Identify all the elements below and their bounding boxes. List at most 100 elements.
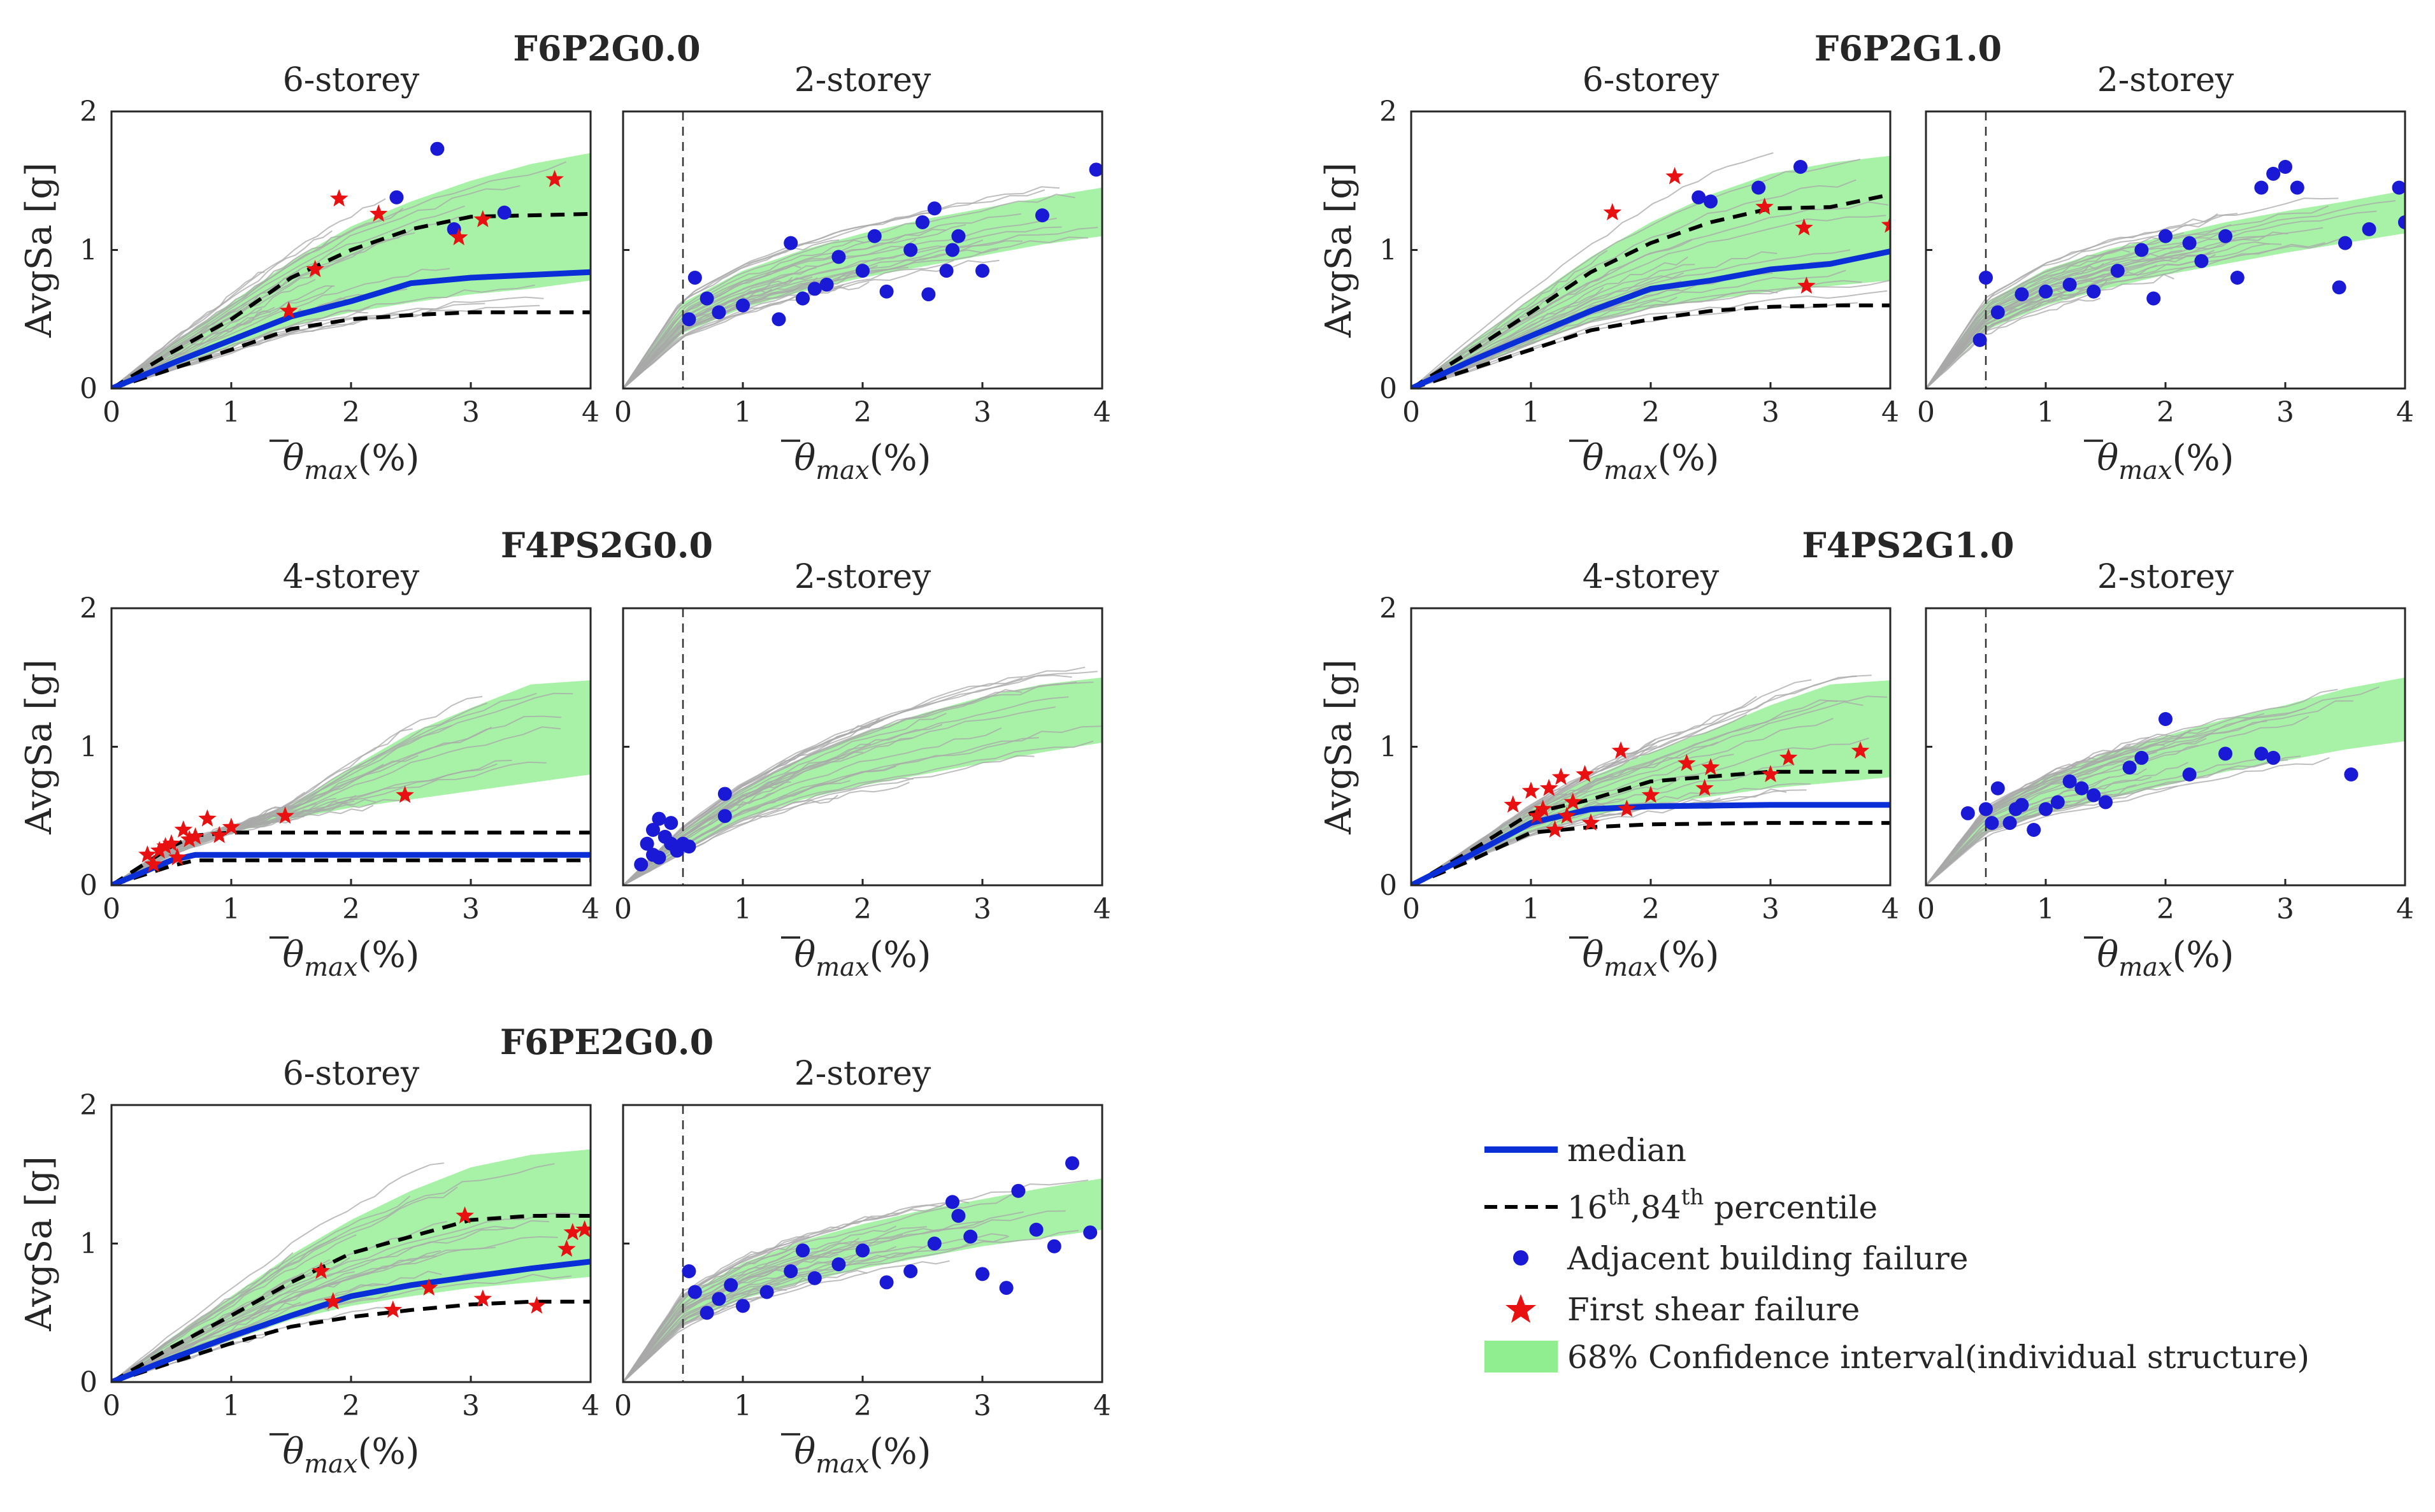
subplot-6-storey: 0 1 2 3 4 0 1 2 6-storey θmax(%) AvgSa [g]: [1318, 61, 1899, 485]
x-tick-label: 1: [734, 396, 752, 429]
adjacent-failure-point: [2344, 767, 2359, 781]
adjacent-failure-point: [1990, 781, 2005, 795]
shear-failure-point: [1576, 765, 1594, 783]
adjacent-failure-point: [2332, 280, 2346, 295]
subplot-6-storey: 0 1 2 3 4 0 1 2 6-storey θmax(%) AvgSa [g]: [18, 1055, 600, 1479]
y-tick-label: 2: [80, 592, 97, 625]
adjacent-failure-point: [2398, 215, 2405, 229]
x-tick-label: 0: [103, 396, 120, 429]
x-tick-label: 2: [854, 396, 872, 429]
shear-failure-point: [528, 1296, 546, 1314]
x-tick-label: 0: [614, 396, 632, 429]
adjacent-failure-point: [867, 229, 882, 243]
x-axis-label: θmax(%): [794, 1431, 931, 1479]
legend-adjacent-swatch: [1513, 1250, 1528, 1266]
adjacent-failure-point: [2266, 166, 2281, 181]
x-tick-label: 1: [222, 396, 240, 429]
adjacent-failure-point: [634, 857, 649, 872]
x-axis-label: θmax(%): [2097, 438, 2234, 485]
shear-failure-point: [1534, 799, 1553, 817]
confidence-band: [623, 677, 1102, 885]
shear-failure-point: [1551, 767, 1570, 785]
x-tick-label: 3: [462, 1390, 480, 1422]
shear-failure-point: [1563, 792, 1583, 810]
shear-failure-point: [1521, 781, 1541, 799]
adjacent-failure-point: [759, 1285, 774, 1299]
record-curves: [623, 186, 1098, 389]
legend-shear-label: First shear failure: [1567, 1291, 1860, 1328]
subplot-title: 2-storey: [794, 558, 931, 596]
subplot-title: 2-storey: [2097, 558, 2234, 596]
adjacent-failure-point: [664, 816, 679, 831]
x-tick-label: 3: [462, 893, 480, 925]
adjacent-failure-point: [2338, 236, 2352, 250]
shear-failure-point: [563, 1223, 582, 1241]
adjacent-failure-point: [879, 284, 894, 299]
shear-failure-point: [276, 806, 294, 824]
adjacent-failure-point: [2392, 180, 2405, 195]
subplot-2-storey: 0 1 2 3 4 2-storey θmax(%): [1917, 61, 2414, 485]
subplot-2-storey: 0 1 2 3 4 2-storey θmax(%): [614, 558, 1111, 982]
adjacent-failure-point: [1704, 194, 1718, 209]
adjacent-failure-point: [927, 201, 942, 216]
adjacent-failure-point: [903, 243, 918, 257]
shear-failure-point: [1641, 785, 1660, 803]
shear-failure-point: [180, 830, 199, 848]
adjacent-failure-point: [903, 1264, 918, 1278]
adjacent-failure-point: [975, 1267, 989, 1281]
percentile-84-line: [1411, 192, 1890, 389]
subplot-4-storey: 0 1 2 3 4 0 1 2 4-storey θmax(%) AvgSa [g]: [1318, 558, 1899, 982]
adjacent-failure-point: [2278, 160, 2292, 174]
shear-failure-point: [456, 1206, 474, 1224]
shear-failure-point: [575, 1220, 591, 1237]
x-tick-label: 4: [582, 396, 600, 429]
subplot-title: 2-storey: [794, 1055, 931, 1093]
percentile-84-line: [1411, 769, 1890, 885]
y-tick-label: 1: [80, 731, 97, 764]
adjacent-failure-point: [2134, 243, 2149, 257]
legend: median 16th,84th percentile Adjacent bui…: [1484, 1132, 2309, 1376]
adjacent-failure-point: [796, 291, 810, 306]
x-axis-label: θmax(%): [283, 1431, 420, 1479]
shear-failure-point: [1558, 806, 1576, 824]
shear-failure-point: [329, 189, 348, 207]
adjacent-failure-point: [796, 1243, 810, 1258]
adjacent-failure-point: [736, 1299, 750, 1313]
x-tick-label: 1: [2037, 893, 2055, 925]
y-axis-label: AvgSa [g]: [18, 1156, 60, 1332]
x-tick-label: 4: [582, 1390, 600, 1422]
shear-failure-point: [1618, 799, 1636, 817]
shear-failure-point: [449, 227, 468, 246]
legend-adjacent-label: Adjacent building failure: [1567, 1240, 1969, 1277]
x-tick-label: 3: [1762, 893, 1779, 925]
adjacent-failure-point: [2062, 774, 2077, 788]
y-tick-label: 0: [80, 869, 97, 902]
x-tick-label: 0: [614, 1390, 632, 1422]
subplot-4-storey: 0 1 2 3 4 0 1 2 4-storey θmax(%) AvgSa [g]: [18, 558, 600, 982]
legend-shear-swatch: [1505, 1294, 1536, 1323]
shear-failure-point: [545, 169, 564, 187]
adjacent-failure-point: [2002, 816, 2017, 831]
adjacent-failure-point: [2182, 236, 2197, 250]
y-tick-label: 1: [1379, 234, 1397, 267]
y-tick-label: 0: [80, 1366, 97, 1399]
adjacent-failure-point: [2087, 788, 2101, 802]
adjacent-failure-point: [831, 250, 846, 264]
shear-failure-point: [222, 817, 241, 835]
subplot-title: 4-storey: [283, 558, 420, 596]
shear-failure-point: [419, 1278, 438, 1296]
adjacent-failure-point: [975, 264, 989, 278]
shear-failure-point: [396, 785, 414, 803]
adjacent-failure-point: [2015, 287, 2029, 302]
shear-failure-point: [473, 1289, 492, 1307]
adjacent-failure-point: [2218, 746, 2232, 761]
x-tick-label: 3: [973, 1390, 991, 1422]
x-tick-label: 4: [1881, 396, 1899, 429]
shear-failure-point: [138, 845, 157, 863]
adjacent-failure-point: [819, 277, 834, 292]
x-tick-label: 3: [2276, 893, 2294, 925]
x-tick-label: 4: [2396, 396, 2414, 429]
adjacent-failure-point: [1960, 806, 1975, 820]
shear-failure-point: [1761, 765, 1780, 783]
